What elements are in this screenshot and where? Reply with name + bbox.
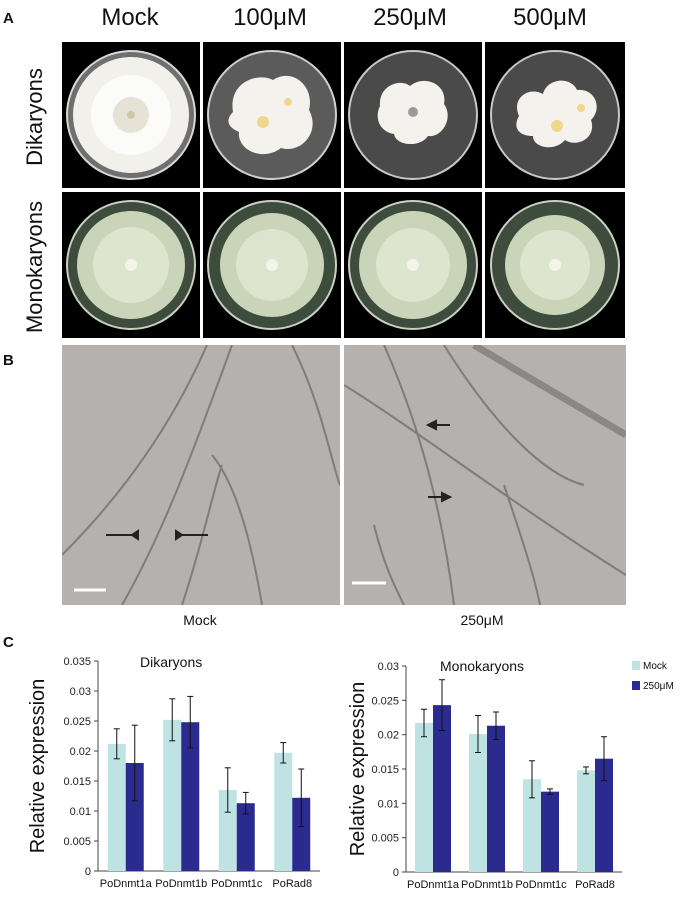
chart1-bar-treated: [595, 758, 613, 872]
micrograph-caption-250: 250μM: [460, 612, 504, 628]
chart0-x-tick-label: PoRad8: [272, 878, 312, 890]
plate-monokaryon-mock: [62, 192, 200, 338]
chart1-bar-mock: [523, 779, 541, 872]
chart0-bar-treated: [181, 722, 200, 871]
chart1-title: Monokaryons: [440, 658, 524, 674]
chart0-y-tick-label: 0.02: [70, 746, 91, 758]
chart0-y-tick-label: 0.01: [70, 806, 91, 818]
plate-monokaryon-500: [485, 192, 625, 338]
conc-label-500: 500μM: [513, 4, 587, 31]
plate-dikaryon-500: [485, 42, 625, 188]
legend-swatch-treated: [632, 681, 640, 690]
chart1-bar-mock: [415, 722, 433, 872]
chart0-y-tick-label: 0.03: [70, 686, 91, 698]
plate-monokaryon-250: [344, 192, 482, 338]
chart0-y-tick-label: 0.015: [63, 776, 91, 788]
chart0-y-axis-label: Relative expression: [27, 679, 49, 854]
chart1-y-tick-label: 0.015: [371, 764, 399, 776]
chart-dikaryons: 0 0.005 0.01 0.015 0.02 0.025 0.03 0.035 Relativ…: [0, 645, 330, 900]
chart0-x-tick-label: PoDnmt1c: [211, 878, 263, 890]
chart1-y-tick-label: 0.02: [378, 730, 399, 742]
chart0-y-tick-label: 0.025: [63, 716, 91, 728]
plate-dikaryon-100: [203, 42, 341, 188]
chart1-bar-treated: [433, 705, 451, 872]
legend-label-treated: 250μM: [643, 681, 674, 692]
panel-c-label: C: [3, 634, 14, 651]
chart1-x-tick-label: PoDnmt1b: [461, 879, 513, 891]
chart0-title: Dikaryons: [140, 654, 202, 670]
legend-label-mock: Mock: [643, 661, 668, 672]
chart1-bar-mock: [577, 770, 595, 872]
chart0-x-tick-label: PoDnmt1a: [100, 878, 153, 890]
panel-b-label: B: [3, 352, 14, 369]
row-label-dikaryons: Dikaryons: [22, 68, 47, 166]
micrograph-250: [344, 345, 626, 605]
chart1-bar-treated: [541, 791, 559, 872]
chart1-y-tick-label: 0.01: [378, 798, 399, 810]
chart1-bar-treated: [487, 725, 505, 872]
chart0-bar-mock: [274, 752, 293, 871]
chart1-x-tick-label: PoDnmt1a: [407, 879, 460, 891]
legend-swatch-mock: [632, 661, 640, 670]
conc-label-mock: Mock: [101, 4, 159, 31]
chart0-bar-treated: [125, 763, 144, 871]
chart1-y-tick-label: 0.025: [371, 695, 399, 707]
chart1-x-tick-label: PoRad8: [575, 879, 615, 891]
chart0-y-tick-label: 0.035: [63, 656, 91, 668]
panel-a-label: A: [3, 10, 14, 27]
chart1-y-tick-label: 0: [393, 867, 399, 879]
plate-monokaryon-100: [203, 192, 341, 338]
chart0-bar-mock: [107, 743, 126, 871]
chart0-x-tick-label: PoDnmt1b: [155, 878, 207, 890]
micrograph-caption-mock: Mock: [183, 612, 217, 628]
chart0-bar-treated: [236, 803, 255, 871]
chart0-bar-treated: [292, 797, 311, 871]
micrograph-mock: [62, 345, 340, 605]
chart1-x-tick-label: PoDnmt1c: [515, 879, 567, 891]
chart1-bar-mock: [469, 733, 487, 872]
plate-dikaryon-250: [344, 42, 482, 188]
conc-label-250: 250μM: [373, 4, 447, 31]
chart0-y-tick-label: 0: [85, 866, 91, 878]
conc-label-100: 100μM: [233, 4, 307, 31]
chart-monokaryons: 0 0.005 0.01 0.015 0.02 0.025 0.03 Relative exp…: [340, 645, 680, 900]
chart1-y-tick-label: 0.005: [371, 833, 399, 845]
plate-dikaryon-mock: [62, 42, 200, 188]
row-label-monokaryons: Monokaryons: [22, 200, 47, 334]
chart0-bar-mock: [218, 790, 237, 871]
chart1-y-axis-label: Relative expression: [347, 682, 369, 857]
chart0-bar-mock: [163, 719, 182, 871]
chart1-y-tick-label: 0.03: [378, 661, 399, 673]
chart0-y-tick-label: 0.005: [63, 836, 91, 848]
